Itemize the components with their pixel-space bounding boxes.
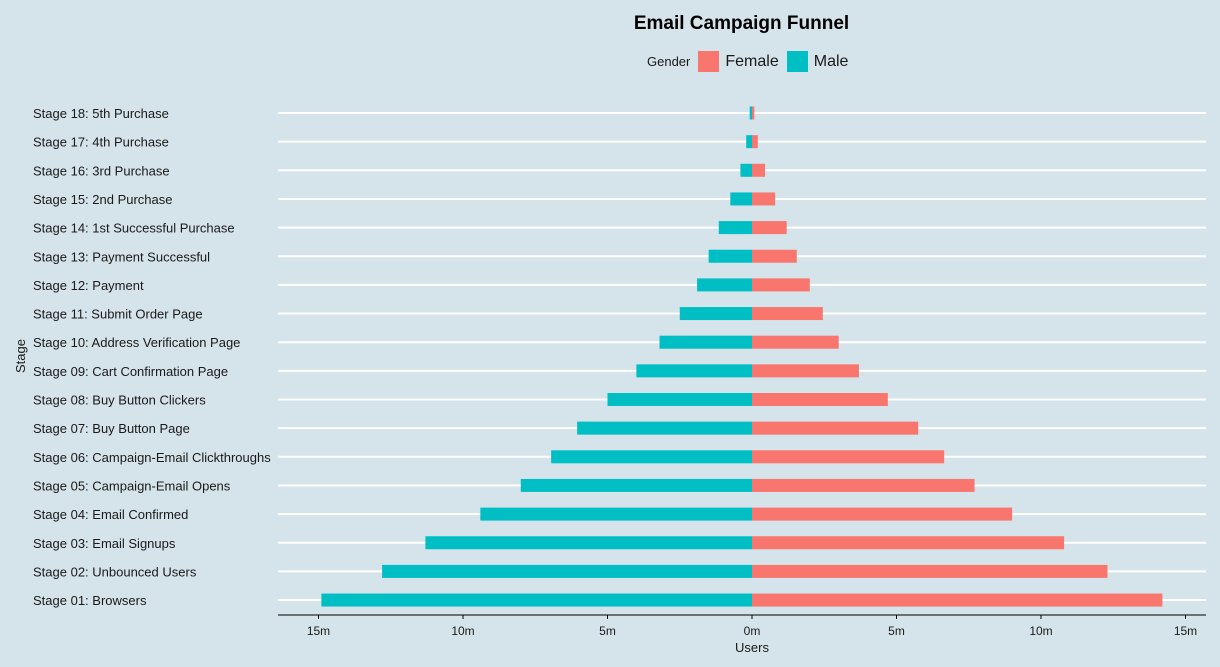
bar-female	[752, 478, 975, 492]
y-tick-label: Stage 10: Address Verification Page	[33, 335, 240, 350]
bar-male	[697, 278, 752, 292]
bar-male	[718, 221, 752, 235]
bar-female	[752, 192, 776, 206]
bar-female	[752, 135, 758, 149]
y-tick-label: Stage 06: Campaign-Email Clickthroughs	[33, 450, 271, 465]
bar-female	[752, 450, 945, 464]
y-tick-label: Stage 01: Browsers	[33, 593, 147, 608]
x-tick-label: 5m	[599, 624, 616, 638]
bar-male	[382, 564, 752, 578]
bar-female	[752, 106, 755, 120]
legend-swatch-male	[786, 51, 808, 72]
bar-male	[480, 507, 752, 521]
bar-female	[752, 335, 839, 349]
bar-male	[708, 249, 752, 263]
legend-label-male: Male	[813, 52, 849, 70]
y-tick-label: Stage 14: 1st Successful Purchase	[33, 221, 235, 236]
x-tick-label: 10m	[1029, 624, 1052, 638]
legend-label-female: Female	[725, 52, 779, 70]
y-axis-title: Stage	[13, 339, 28, 373]
bar-male	[749, 106, 752, 120]
bar-female	[752, 507, 1013, 521]
y-tick-label: Stage 12: Payment	[33, 278, 144, 293]
grid-lines	[278, 112, 1206, 602]
legend-swatch-female	[698, 51, 720, 72]
y-tick-label: Stage 07: Buy Button Page	[33, 421, 190, 436]
bar-female	[752, 364, 859, 378]
bars	[321, 106, 1163, 607]
bar-female	[752, 593, 1163, 607]
bar-male	[551, 450, 752, 464]
y-tick-label: Stage 18: 5th Purchase	[33, 106, 169, 121]
bar-female	[752, 307, 823, 321]
bar-male	[321, 593, 752, 607]
bar-male	[746, 135, 752, 149]
bar-female	[752, 564, 1108, 578]
bar-male	[659, 335, 752, 349]
y-tick-label: Stage 15: 2nd Purchase	[33, 192, 173, 207]
bar-female	[752, 278, 810, 292]
legend-title: Gender	[647, 54, 691, 69]
bar-female	[752, 393, 888, 406]
bar-male	[636, 364, 752, 378]
y-tick-label: Stage 03: Email Signups	[33, 536, 176, 551]
bar-female	[752, 163, 766, 177]
y-tick-label: Stage 04: Email Confirmed	[33, 507, 188, 522]
y-tick-label: Stage 16: 3rd Purchase	[33, 163, 170, 178]
x-tick-label: 15m	[1174, 624, 1197, 638]
bar-female	[752, 421, 919, 435]
y-tick-label: Stage 05: Campaign-Email Opens	[33, 478, 231, 493]
bar-female	[752, 536, 1065, 550]
y-tick-label: Stage 13: Payment Successful	[33, 249, 210, 264]
x-tick-label: 0m	[744, 624, 761, 638]
y-tick-label: Stage 11: Submit Order Page	[33, 307, 203, 322]
y-tick-label: Stage 09: Cart Confirmation Page	[33, 364, 228, 379]
y-tick-label: Stage 02: Unbounced Users	[33, 564, 197, 579]
y-tick-label: Stage 08: Buy Button Clickers	[33, 393, 206, 408]
x-axis: 15m 10m 5m 0m 5m 10m 15m	[278, 614, 1206, 638]
bar-male	[520, 478, 752, 492]
x-tick-label: 5m	[888, 624, 905, 638]
x-tick-label: 10m	[451, 624, 474, 638]
bar-male	[740, 163, 752, 177]
x-tick-label: 15m	[307, 624, 330, 638]
legend: Gender Female Male	[647, 51, 850, 72]
bar-female	[752, 221, 787, 235]
y-tick-label: Stage 17: 4th Purchase	[33, 135, 169, 150]
chart-title: Email Campaign Funnel	[633, 13, 850, 34]
bar-female	[752, 249, 797, 263]
bar-male	[607, 393, 752, 406]
bar-male	[577, 421, 752, 435]
bar-male	[730, 192, 752, 206]
x-axis-title: Users	[735, 640, 769, 655]
y-tick-labels: Stage 01: Browsers Stage 02: Unbounced Us…	[33, 106, 271, 608]
bar-male	[425, 536, 752, 550]
bar-male	[679, 307, 752, 321]
